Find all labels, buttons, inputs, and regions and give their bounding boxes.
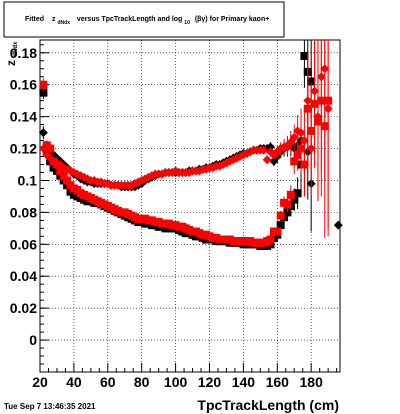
x-tick-label: 100	[164, 374, 188, 390]
x-tick-label: 160	[266, 374, 290, 390]
data-point-diamond	[323, 104, 333, 114]
label-layer: 20 40 60 80 100 120 140 160 180 0 0.02 0.04 0.06 0.08…	[10, 45, 323, 390]
data-point-diamond	[316, 72, 326, 82]
data-point-square	[63, 176, 72, 185]
title-log-subscript: 10	[184, 20, 190, 26]
data-point-diamond	[259, 145, 269, 155]
data-point-square	[59, 171, 68, 180]
data-point-diamond	[320, 64, 330, 74]
x-tick-label: 180	[300, 374, 324, 390]
data-point-square	[286, 190, 295, 199]
y-axis-title: z dNdx	[4, 41, 19, 66]
data-point-square	[276, 221, 285, 230]
y-tick-label: 0	[29, 332, 37, 348]
data-point-square	[293, 189, 302, 198]
x-tick-label: 20	[32, 374, 48, 390]
title-box: Fitted z dNdx versus TpcTrackLength and …	[3, 1, 285, 38]
y-tick-label: 0.18	[10, 45, 37, 61]
data-point-square	[39, 88, 48, 97]
data-point-square	[276, 211, 285, 220]
data-point-square	[293, 150, 302, 159]
x-axis-title: TpcTrackLength (cm)	[197, 397, 339, 413]
data-point-diamond	[299, 136, 309, 146]
title-z-subscript: dNdx	[57, 20, 70, 26]
title-box-frame	[3, 1, 285, 38]
timestamp: Tue Sep 7 13:46:35 2021	[4, 402, 96, 411]
data-point-square	[39, 80, 48, 89]
title-prefix: Fitted	[25, 16, 44, 23]
data-point-diamond	[296, 128, 306, 138]
data-point-diamond	[289, 132, 299, 142]
data-point-square	[300, 51, 309, 60]
y-tick-label: 0.04	[10, 268, 37, 284]
x-tick-label: 140	[232, 374, 256, 390]
data-point-square	[56, 166, 65, 175]
y-tick-label: 0.02	[10, 300, 37, 316]
x-tick-label: 40	[66, 374, 82, 390]
data-point-square	[273, 227, 282, 236]
series-red-diamond	[38, 40, 333, 237]
data-point-diamond	[310, 86, 320, 96]
y-tick-label: 0.12	[10, 141, 37, 157]
data-point-square	[307, 77, 316, 86]
data-point-square	[46, 144, 55, 153]
data-point-diamond	[306, 144, 316, 154]
plot-frame	[39, 39, 341, 373]
x-tick-label: 120	[198, 374, 222, 390]
data-point-diamond	[38, 128, 48, 138]
data-layer	[38, 40, 343, 250]
title-suffix: (βγ) for Primary kaon+	[195, 16, 270, 23]
y-axis-title-symbol: z	[4, 60, 18, 66]
x-tick-label: 80	[134, 374, 150, 390]
chart-title: Fitted z dNdx versus TpcTrackLength and …	[25, 16, 269, 26]
data-point-diamond	[333, 220, 343, 230]
title-z: z	[52, 16, 56, 23]
data-point-square	[290, 157, 299, 166]
data-point-square	[290, 195, 299, 204]
y-axis-title-subscript: dNdx	[13, 41, 19, 57]
data-point-diamond	[262, 155, 272, 165]
data-point-square	[283, 200, 292, 209]
data-point-square	[266, 235, 275, 244]
data-point-diamond	[38, 144, 48, 154]
y-tick-label: 0.08	[10, 204, 37, 220]
data-point-diamond	[303, 96, 313, 106]
y-tick-label: 0.06	[10, 236, 37, 252]
title-middle: versus TpcTrackLength and log	[77, 16, 182, 23]
y-tick-label: 0.1	[18, 172, 38, 188]
y-tick-label: 0.14	[10, 109, 37, 125]
x-tick-label: 60	[100, 374, 116, 390]
y-tick-label: 0.16	[10, 77, 37, 93]
data-point-diamond	[313, 112, 323, 122]
